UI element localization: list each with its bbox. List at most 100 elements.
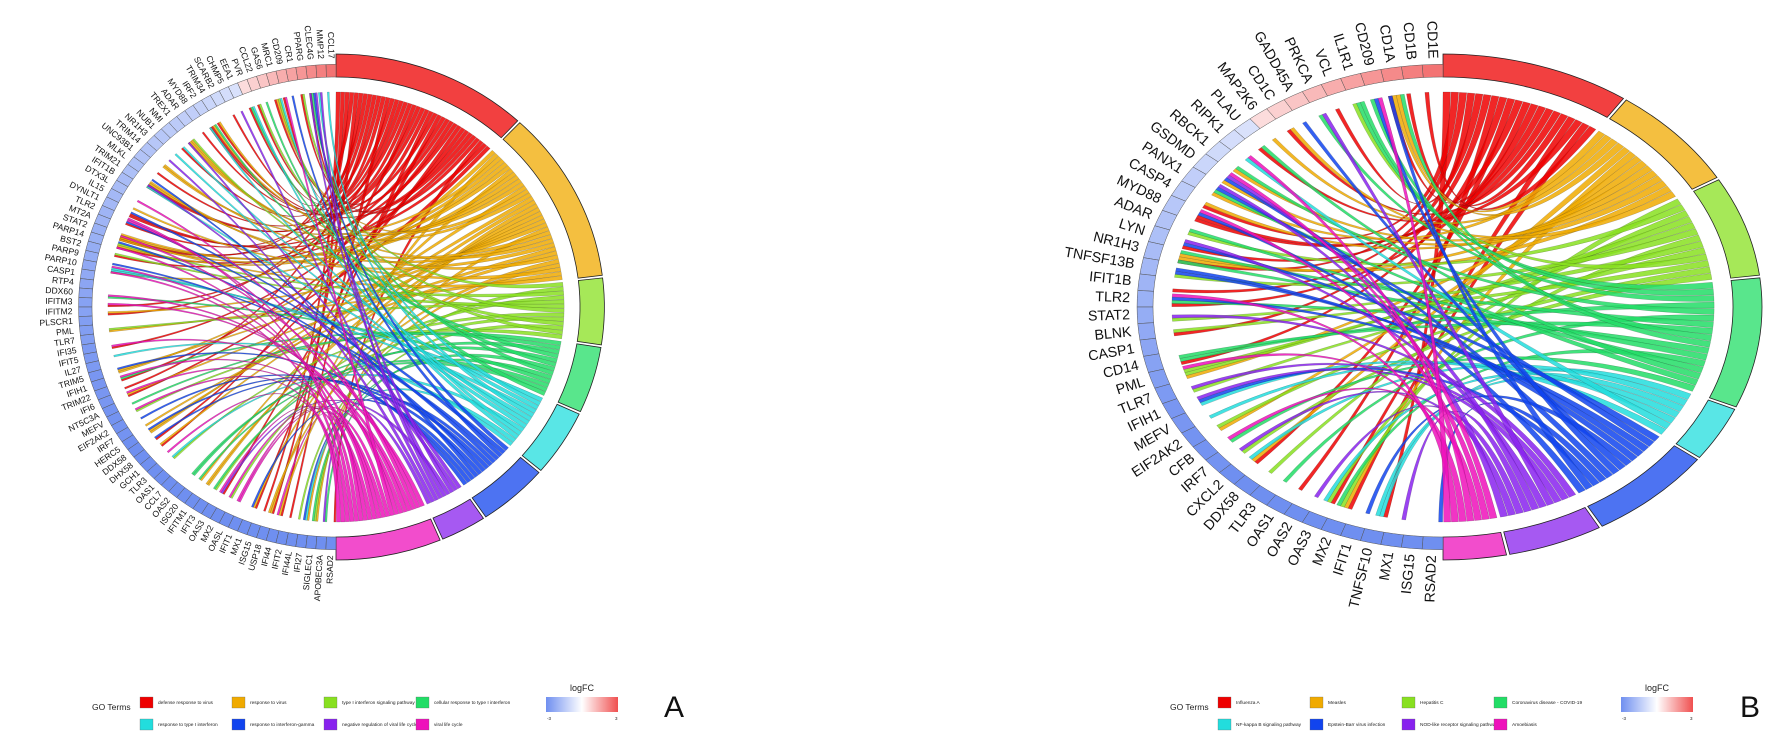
gene-block	[325, 536, 337, 550]
gene-block	[116, 426, 134, 443]
term-arc	[1587, 445, 1699, 527]
gene-block	[127, 156, 145, 173]
gene-block	[94, 213, 111, 228]
legend-entry: NOD-like receptor signaling pathway	[1420, 722, 1498, 728]
gene-block	[85, 360, 102, 374]
gene-block	[1143, 353, 1165, 373]
gene-block	[87, 231, 105, 245]
legend-entry: Measles	[1328, 700, 1346, 706]
gene-label: MX2	[1310, 535, 1336, 568]
go-terms-legend: GO Terms Influenza A Measles Hepatitis C Cor…	[1170, 696, 1582, 731]
gene-block	[111, 179, 129, 195]
chord-ribbon	[1228, 172, 1498, 519]
gene-block	[275, 530, 289, 546]
gene-block	[1192, 153, 1219, 175]
gene-block	[87, 369, 105, 383]
gene-block	[256, 73, 271, 89]
gene-label: IFIT5	[58, 355, 80, 369]
chord-ribbon	[181, 95, 382, 217]
legend-entry: viral life cycle	[434, 722, 463, 728]
legend-entry: NF-kappa B signaling pathway	[1236, 722, 1302, 728]
term-arc	[1693, 179, 1760, 279]
chord-ribbon	[300, 94, 480, 214]
gene-label: IFITM2	[45, 306, 73, 317]
gene-block	[218, 511, 235, 528]
chord-ribbon	[168, 159, 435, 503]
go-terms-legend: GO Terms defense response to virus respons…	[92, 696, 511, 731]
chord-ribbon	[1356, 102, 1714, 290]
chord-ribbon	[149, 181, 562, 280]
gene-block	[325, 64, 337, 78]
gene-block	[1170, 412, 1196, 434]
gene-block	[127, 441, 145, 458]
gene-block	[1137, 273, 1156, 292]
gene-block	[285, 67, 299, 82]
legend-entry: Influenza A	[1236, 700, 1261, 706]
gene-block	[116, 171, 134, 188]
gene-block	[1360, 528, 1385, 545]
gene-label: IFI44L	[280, 550, 294, 576]
chord-ribbon	[1223, 177, 1613, 479]
chord-ribbon	[1199, 209, 1490, 520]
legend-swatch	[1401, 696, 1416, 709]
gene-block	[1154, 210, 1178, 231]
chord-ribbon	[127, 217, 355, 522]
gene-block	[139, 456, 158, 473]
gene-block	[79, 278, 94, 290]
panel-label: A	[664, 691, 684, 724]
term-arc	[1503, 507, 1600, 555]
gene-block	[168, 481, 186, 498]
term-arc	[557, 343, 602, 413]
gene-block	[101, 402, 119, 418]
gene-block	[1162, 195, 1186, 216]
gene-block	[146, 135, 164, 152]
gene-block	[1233, 474, 1261, 496]
chord-ribbon	[1424, 92, 1597, 210]
chord-ribbon	[1226, 174, 1540, 511]
term-arc	[521, 403, 580, 472]
gene-block	[1301, 84, 1328, 104]
gene-block	[153, 469, 171, 486]
chord-ribbon	[136, 199, 417, 510]
chord-ribbon	[1322, 112, 1555, 506]
gene-block	[265, 528, 280, 544]
chord-ribbon	[166, 393, 341, 523]
gene-block	[79, 324, 94, 336]
gene-block	[295, 533, 308, 549]
gene-block	[83, 250, 100, 263]
gene-block	[184, 492, 201, 510]
chord-ribbon	[1173, 260, 1710, 333]
chord-ribbon	[276, 412, 364, 522]
panel-label: B	[1740, 691, 1760, 724]
chord-ribbon	[1330, 116, 1576, 505]
gene-label: SIGLEC1	[301, 553, 315, 590]
gene-block	[1401, 64, 1424, 80]
chord-ribbon	[284, 96, 395, 517]
legend-swatch	[323, 696, 338, 709]
gene-block	[1192, 439, 1219, 461]
legend-swatch	[231, 718, 246, 731]
chord-ribbon	[144, 250, 558, 427]
gene-block	[153, 128, 171, 145]
gene-block	[315, 64, 327, 78]
chord-ribbon	[318, 92, 535, 418]
gene-label: LYN	[1117, 216, 1147, 239]
chord-ribbon	[257, 102, 413, 206]
chord-ribbon	[1360, 101, 1714, 296]
gene-block	[1136, 290, 1154, 308]
term-arc	[1675, 399, 1736, 458]
gene-label: ISG15	[1399, 553, 1419, 595]
chord-ribbon	[1172, 241, 1704, 322]
gene-block	[1205, 141, 1232, 163]
gene-block	[209, 90, 226, 107]
chord-ribbon	[291, 95, 503, 458]
legend-swatch	[1217, 718, 1232, 731]
gene-block	[192, 99, 209, 117]
gene-label: IFIT1	[1330, 541, 1355, 577]
chord-ribbon	[1400, 94, 1711, 348]
term-arc	[432, 498, 485, 540]
gene-block	[315, 536, 327, 550]
gene-label: PLSCR1	[39, 316, 73, 328]
gene-block	[146, 462, 164, 479]
chord-ribbon	[1217, 184, 1508, 518]
